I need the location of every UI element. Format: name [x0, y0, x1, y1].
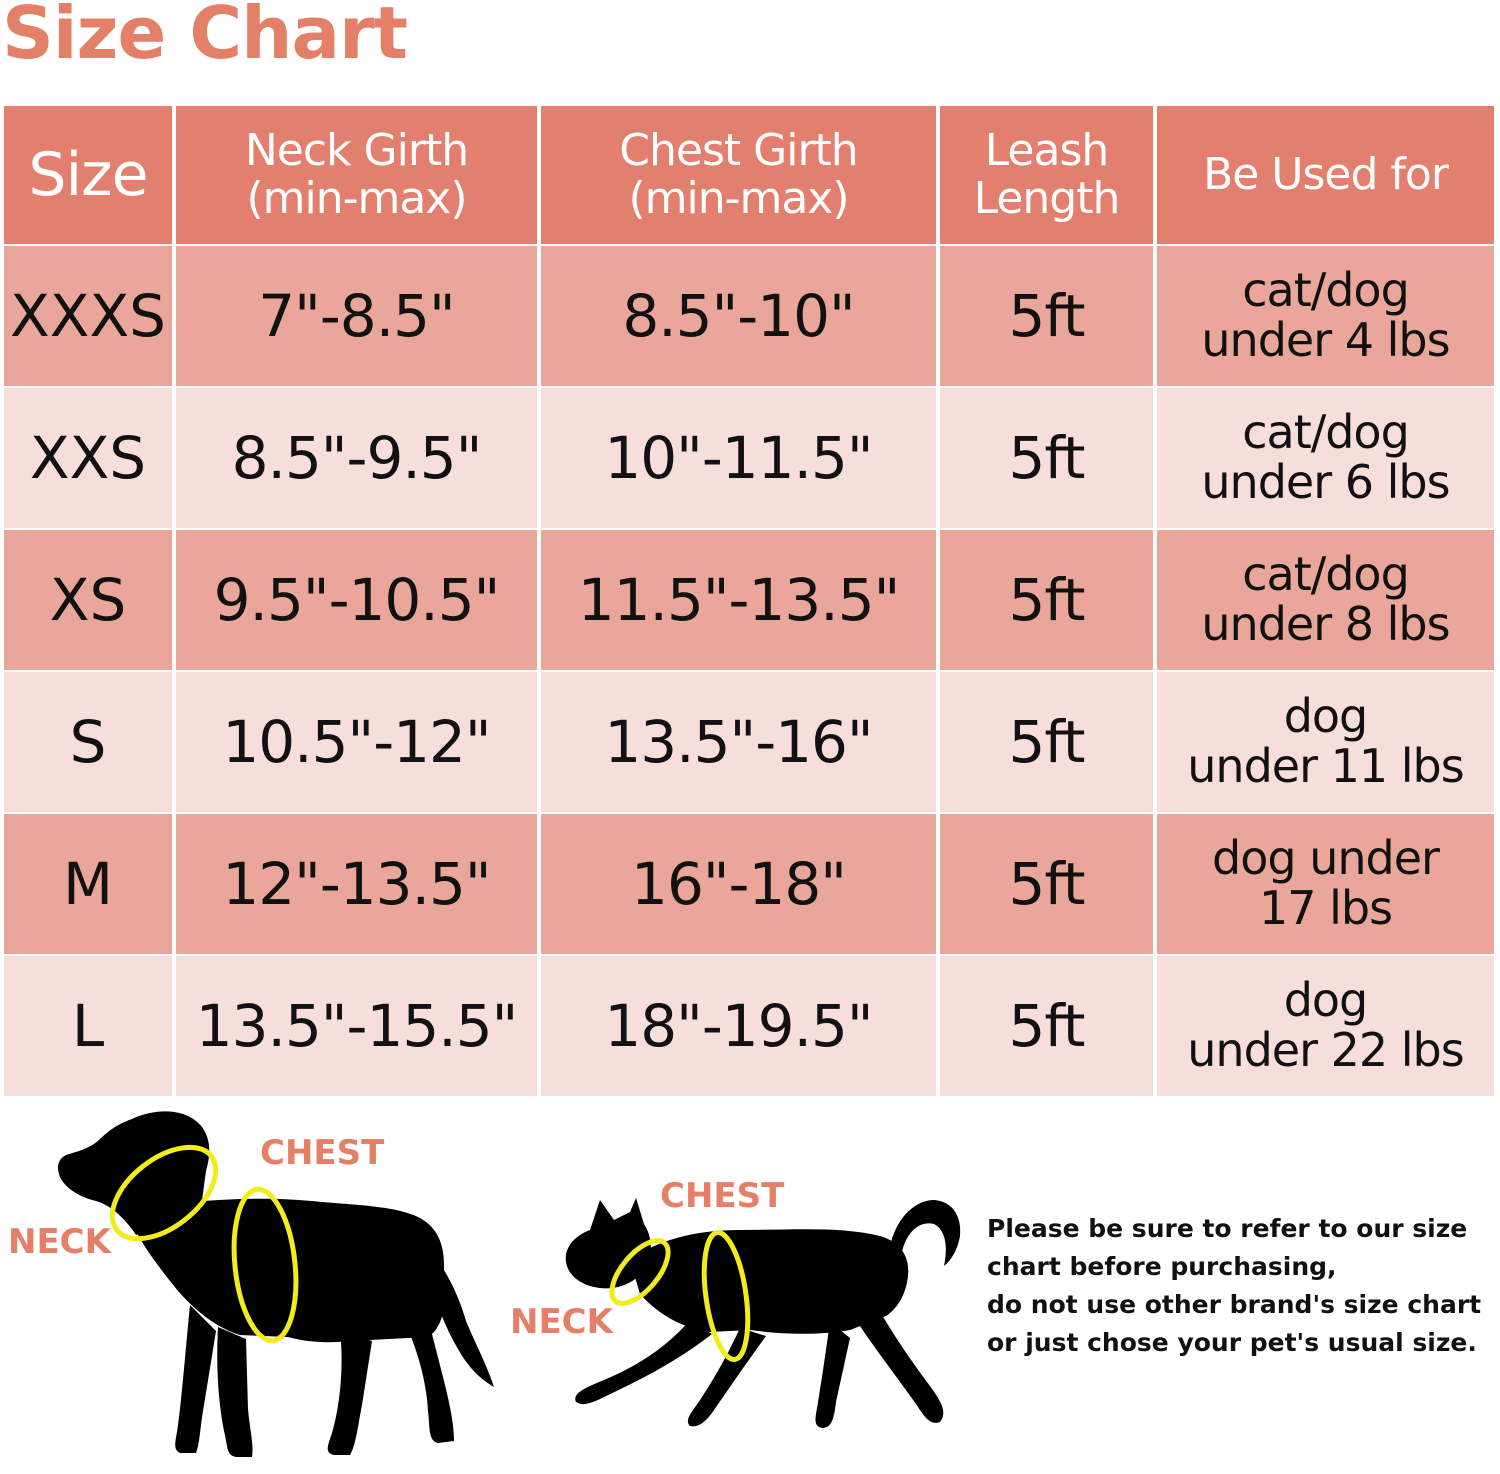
size-cell: S — [4, 672, 172, 812]
size-cell: XXS — [4, 388, 172, 528]
header-size: Size — [4, 106, 172, 244]
leash-length-cell: 5ft — [940, 388, 1153, 528]
leash-length-cell: 5ft — [940, 530, 1153, 670]
chest-girth-cell: 18"-19.5" — [541, 956, 936, 1096]
chest-girth-cell: 10"-11.5" — [541, 388, 936, 528]
used-for-cell: dog under 17 lbs — [1157, 814, 1494, 954]
used-for-cell: cat/dog under 6 lbs — [1157, 388, 1494, 528]
chest-girth-cell: 8.5"-10" — [541, 246, 936, 386]
leash-length-cell: 5ft — [940, 956, 1153, 1096]
note-line: do not use other brand's size chart — [987, 1290, 1482, 1319]
neck-girth-cell: 12"-13.5" — [176, 814, 537, 954]
neck-girth-cell: 7"-8.5" — [176, 246, 537, 386]
dog-silhouette-icon — [58, 1111, 494, 1457]
size-cell: XXXS — [4, 246, 172, 386]
chest-girth-cell: 16"-18" — [541, 814, 936, 954]
used-for-cell: dog under 11 lbs — [1157, 672, 1494, 812]
dog-neck-label: NECK — [8, 1222, 111, 1262]
size-cell: XS — [4, 530, 172, 670]
size-cell: M — [4, 814, 172, 954]
sizing-note: Please be sure to refer to our size char… — [987, 1210, 1497, 1362]
header-leash-length: Leash Length — [940, 106, 1153, 244]
neck-girth-cell: 10.5"-12" — [176, 672, 537, 812]
note-line: or just chose your pet's usual size. — [987, 1328, 1477, 1357]
size-table: Size Neck Girth (min-max) Chest Girth (m… — [4, 106, 1494, 1096]
used-for-cell: cat/dog under 8 lbs — [1157, 530, 1494, 670]
note-line: chart before purchasing, — [987, 1252, 1337, 1281]
neck-girth-cell: 8.5"-9.5" — [176, 388, 537, 528]
leash-length-cell: 5ft — [940, 814, 1153, 954]
neck-girth-cell: 13.5"-15.5" — [176, 956, 537, 1096]
neck-girth-cell: 9.5"-10.5" — [176, 530, 537, 670]
header-neck-girth: Neck Girth (min-max) — [176, 106, 537, 244]
leash-length-cell: 5ft — [940, 246, 1153, 386]
page-title: Size Chart — [2, 0, 408, 75]
cat-chest-label: CHEST — [660, 1176, 785, 1216]
cat-silhouette-icon — [565, 1198, 961, 1428]
header-used-for: Be Used for — [1157, 106, 1494, 244]
used-for-cell: dog under 22 lbs — [1157, 956, 1494, 1096]
header-chest-girth: Chest Girth (min-max) — [541, 106, 936, 244]
chest-girth-cell: 13.5"-16" — [541, 672, 936, 812]
used-for-cell: cat/dog under 4 lbs — [1157, 246, 1494, 386]
dog-chest-label: CHEST — [260, 1133, 385, 1173]
cat-neck-label: NECK — [510, 1302, 613, 1342]
chest-girth-cell: 11.5"-13.5" — [541, 530, 936, 670]
size-cell: L — [4, 956, 172, 1096]
leash-length-cell: 5ft — [940, 672, 1153, 812]
note-line: Please be sure to refer to our size — [987, 1214, 1468, 1243]
